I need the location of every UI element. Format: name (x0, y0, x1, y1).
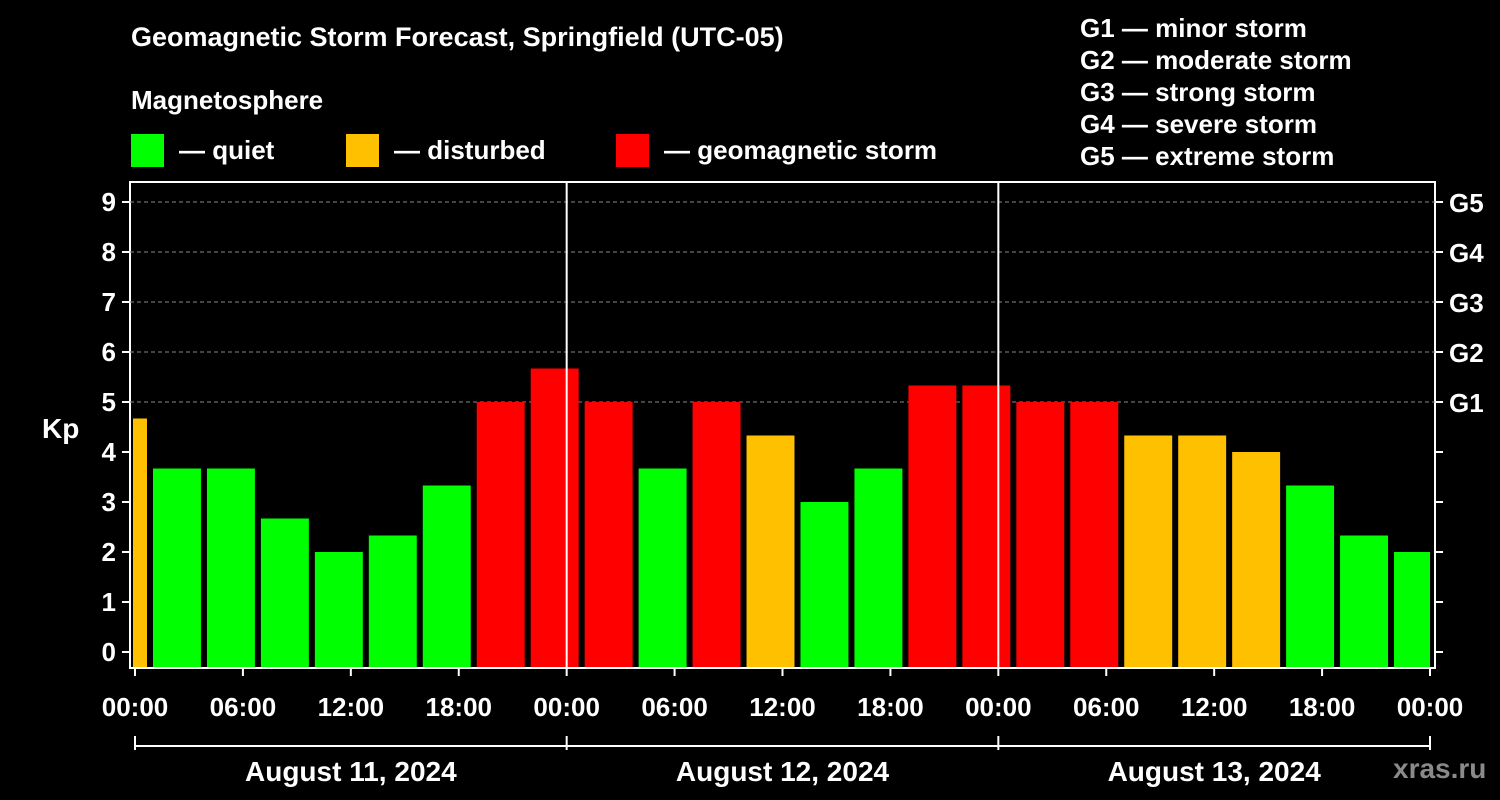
kp-bar (1124, 435, 1173, 667)
right-tick-label: G5 (1449, 188, 1484, 218)
right-tick-label: G4 (1449, 238, 1484, 268)
storm-scale-g5: G5 — extreme storm (1080, 141, 1335, 171)
date-label: August 13, 2024 (1108, 756, 1322, 787)
x-tick-label: 06:00 (1073, 692, 1140, 722)
kp-bar (1070, 402, 1119, 667)
y-tick-label: 4 (102, 437, 117, 467)
x-tick-label: 12:00 (749, 692, 816, 722)
kp-bar (476, 402, 525, 667)
kp-bar (1394, 552, 1430, 667)
kp-bar (530, 368, 579, 667)
y-axis-label: Kp (42, 413, 79, 444)
legend-swatch-storm (616, 133, 649, 167)
legend-swatch-quiet (131, 133, 164, 167)
kp-bar (1232, 452, 1281, 667)
date-label: August 11, 2024 (245, 756, 457, 787)
kp-bar (314, 552, 363, 667)
kp-bar (692, 402, 741, 667)
right-tick-label: G2 (1449, 338, 1484, 368)
legend-item-disturbed: — disturbed (346, 133, 546, 167)
kp-bar (1340, 535, 1389, 667)
legend-label-quiet: — quiet (179, 134, 275, 165)
legend-item-quiet: — quiet (131, 133, 274, 167)
x-tick-label: 12:00 (1181, 692, 1248, 722)
storm-scale-g4: G4 — severe storm (1080, 109, 1318, 139)
kp-bar (133, 418, 147, 667)
x-tick-label: 18:00 (426, 692, 493, 722)
kp-bar (260, 518, 309, 667)
legend-swatch-disturbed (346, 133, 379, 167)
storm-scale-legend: G1 — minor storm G2 — moderate storm G3 … (1080, 12, 1352, 172)
y-tick-label: 2 (102, 537, 116, 567)
storm-scale-g1: G1 — minor storm (1080, 13, 1307, 43)
kp-bar (368, 535, 417, 667)
kp-bar (908, 385, 957, 667)
y-tick-label: 3 (102, 487, 116, 517)
y-tick-label: 6 (102, 337, 116, 367)
x-tick-label: 18:00 (857, 692, 924, 722)
right-tick-label: G1 (1449, 388, 1484, 418)
x-tick-label: 00:00 (965, 692, 1032, 722)
y-tick-label: 1 (102, 587, 116, 617)
legend-label-storm: — geomagnetic storm (664, 134, 938, 165)
kp-bar (854, 468, 903, 667)
legend-item-storm: — geomagnetic storm (616, 133, 937, 167)
kp-bar (746, 435, 795, 667)
x-tick-label: 00:00 (102, 692, 169, 722)
x-tick-label: 06:00 (210, 692, 277, 722)
kp-bar (1178, 435, 1227, 667)
storm-scale-g2: G2 — moderate storm (1080, 45, 1352, 75)
kp-bar (152, 468, 201, 667)
y-tick-label: 0 (102, 637, 116, 667)
kp-bar (638, 468, 687, 667)
x-tick-label: 12:00 (318, 692, 385, 722)
kp-bar (1016, 402, 1065, 667)
x-tick-label: 18:00 (1289, 692, 1356, 722)
kp-bar (800, 502, 849, 667)
right-tick-label: G3 (1449, 288, 1484, 318)
kp-bar (962, 385, 1011, 667)
kp-bar (422, 485, 471, 667)
y-tick-label: 9 (102, 187, 116, 217)
x-tick-label: 06:00 (641, 692, 708, 722)
kp-bar (1286, 485, 1335, 667)
kp-bar (584, 402, 633, 667)
y-tick-label: 7 (102, 287, 116, 317)
x-tick-label: 00:00 (533, 692, 600, 722)
chart-title: Geomagnetic Storm Forecast, Springfield … (131, 22, 784, 52)
x-tick-label: 00:00 (1397, 692, 1464, 722)
chart-subtitle: Magnetosphere (131, 85, 324, 115)
y-tick-label: 8 (102, 237, 116, 267)
legend-label-disturbed: — disturbed (394, 134, 546, 165)
storm-scale-g3: G3 — strong storm (1080, 77, 1316, 107)
date-label: August 12, 2024 (676, 756, 890, 787)
y-tick-label: 5 (102, 387, 116, 417)
kp-bar (206, 468, 255, 667)
watermark: xras.ru (1393, 753, 1487, 784)
